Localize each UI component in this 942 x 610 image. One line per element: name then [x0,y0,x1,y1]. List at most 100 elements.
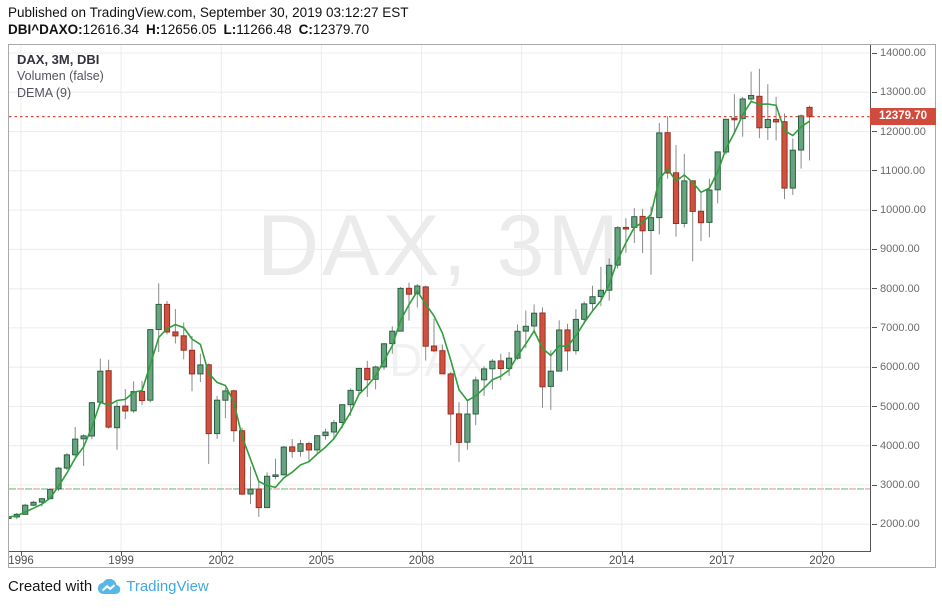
candle-body [455,413,463,443]
candle-body [748,95,755,100]
candle-body [622,226,629,230]
candle-body [347,389,354,406]
candlestick-canvas[interactable] [9,45,870,551]
tick-mark [421,552,423,556]
candle-body [647,217,655,231]
price-tick-label: 9000.00 [872,243,920,255]
candle-body [322,431,329,437]
candle-body [397,287,404,332]
candle-body [63,454,70,469]
candle-body [38,498,45,503]
candle-body [481,368,488,381]
candle-body [556,329,563,372]
time-tick-label: 2011 [509,555,534,567]
candle-body [589,296,596,305]
candle-body [564,329,571,352]
candle-body [656,132,663,219]
candle-body [163,303,171,333]
price-tick-label: 11000.00 [872,165,925,177]
candle-body [739,98,746,120]
price-tick-label: 10000.00 [872,204,926,216]
candle-body [222,390,229,401]
candle-body [506,357,513,369]
candle-body [138,390,146,402]
candle-body [80,435,87,440]
candle-body [522,325,529,332]
candle-body [30,501,37,506]
tick-mark [872,52,877,54]
high-value: 12656.05 [160,22,217,37]
watermark-symbol-interval: DAX, 3M [256,198,623,294]
tick-mark [872,209,877,211]
time-scale[interactable]: 1996 1999 2002 2005 2008 2011 2014 2017 2020 [8,551,870,568]
candle-body [722,118,730,153]
tick-mark [872,91,877,93]
tick-mark [121,552,123,556]
price-tick-label: 3000.00 [872,479,920,491]
time-tick-label: 2014 [609,555,635,567]
candle-body [681,180,688,224]
chart-frame: DAX, 3M DAX DAX, 3M, DBI Volumen (false)… [8,44,936,568]
candle-body [22,504,29,515]
tick-mark [521,552,523,556]
candle-body [305,443,312,451]
price-tick-label: 6000.00 [872,361,920,373]
tick-mark [872,248,877,250]
tick-mark [872,327,877,329]
tick-mark [621,552,623,556]
candle-body [55,467,62,490]
dema-line[interactable] [9,100,810,518]
candle-body [339,404,346,424]
price-tick-label: 4000.00 [872,440,920,452]
tradingview-logo-icon [98,578,121,594]
price-tick-label: 13000.00 [872,86,926,98]
price-tick-label: 8000.00 [872,283,920,295]
candle-body [355,367,362,391]
tick-mark [721,552,723,556]
candle-body [581,303,588,320]
close-label: C: [298,22,313,37]
time-tick-label: 2017 [709,555,735,567]
watermark-symbol: DAX [9,333,870,387]
price-tick-label: 14000.00 [872,47,926,59]
candle-body [422,286,429,347]
candle-body [773,118,780,123]
tradingview-brand-link[interactable]: TradingView [126,578,209,595]
tick-mark [872,170,877,172]
tick-mark [221,552,223,556]
candle-body [664,132,671,174]
time-tick-label: 2020 [809,555,835,567]
candle-body [205,364,212,435]
candle-body [264,475,271,509]
candle-body [9,516,12,519]
tick-mark [321,552,323,556]
candle-body [188,349,196,375]
candle-body [547,370,554,387]
price-tick-label: 12000.00 [872,126,926,138]
low-value: 11266.48 [236,22,292,37]
candle-body [297,443,304,452]
candle-body [105,370,112,428]
time-tick-label: 1999 [108,555,134,567]
published-caption: Published on TradingView.com, September … [8,5,409,20]
tick-mark [872,484,877,486]
tick-mark [872,288,877,290]
candle-body [497,360,504,369]
candle-body [798,115,805,151]
time-tick-label: 2002 [208,555,235,567]
open-value: 12616.34 [82,22,139,37]
candle-body [706,189,713,223]
candle-body [155,303,162,330]
price-tick-label: 7000.00 [872,322,920,334]
price-scale[interactable]: 2000.00 3000.00 4000.00 5000.00 6000.00 7000.… [870,45,936,552]
candle-body [314,435,321,451]
candles-layer[interactable] [9,68,813,521]
low-label: L: [223,22,237,37]
grid-layer [9,45,870,551]
candle-body [756,95,763,129]
candle-body [781,121,788,189]
footer-attribution[interactable]: Created with TradingView [8,578,209,595]
tick-mark [872,445,877,447]
price-chart-plot[interactable]: DAX, 3M DAX DAX, 3M, DBI Volumen (false)… [9,45,870,551]
candle-body [531,312,538,327]
